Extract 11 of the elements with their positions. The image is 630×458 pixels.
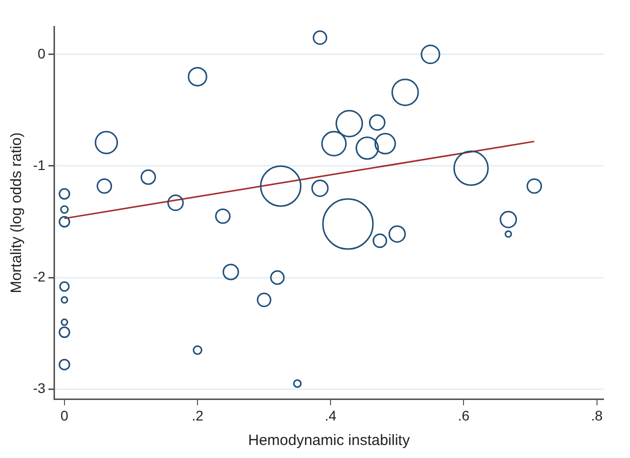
x-axis-title: Hemodynamic instability — [248, 432, 410, 450]
y-tick-label: -1 — [32, 156, 46, 173]
y-tick-label: -3 — [32, 380, 46, 396]
x-tick-label: .8 — [591, 407, 603, 424]
y-tick-label: -2 — [32, 268, 46, 284]
x-tick-label: 0 — [60, 407, 69, 424]
x-tick-label: .2 — [192, 407, 204, 424]
y-tick-label: 0 — [38, 45, 46, 62]
x-tick-label: .4 — [324, 407, 337, 424]
y-axis-title: Mortality (log odds ratio) — [8, 132, 26, 294]
x-tick-label: .6 — [458, 407, 470, 424]
